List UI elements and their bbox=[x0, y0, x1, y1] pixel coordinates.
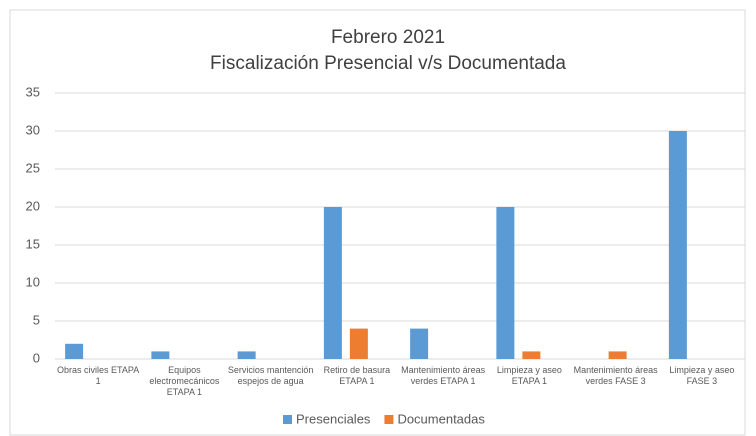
x-tick-label: Servicios mantención espejos de agua bbox=[227, 365, 314, 386]
y-tick-label: 35 bbox=[26, 84, 40, 99]
x-tick-label: Mantenimiento áreas verdes FASE 3 bbox=[573, 365, 658, 386]
legend-label: Documentadas bbox=[397, 411, 485, 426]
y-tick-label: 25 bbox=[26, 160, 40, 175]
legend-swatch bbox=[283, 415, 292, 424]
chart-subtitle: Fiscalización Presencial v/s Documentada bbox=[210, 53, 566, 74]
x-tick-label: Equipos electromecánicos ETAPA 1 bbox=[149, 365, 220, 397]
y-tick-label: 0 bbox=[33, 350, 40, 365]
bar bbox=[151, 351, 170, 359]
y-tick-label: 10 bbox=[26, 274, 40, 289]
bar bbox=[65, 343, 84, 359]
x-tick-label: Retiro de basura ETAPA 1 bbox=[323, 365, 391, 386]
bar bbox=[608, 351, 627, 359]
bar bbox=[237, 351, 256, 359]
y-tick-label: 15 bbox=[26, 236, 40, 251]
bar bbox=[496, 207, 515, 359]
y-tick-label: 5 bbox=[33, 312, 40, 327]
x-tick-label: Limpieza y aseo FASE 3 bbox=[669, 365, 735, 386]
y-tick-label: 30 bbox=[26, 122, 40, 137]
x-tick-label: Obras civiles ETAPA 1 bbox=[57, 365, 140, 386]
legend-swatch bbox=[384, 415, 394, 424]
bar bbox=[410, 328, 429, 359]
bar bbox=[668, 131, 687, 359]
bar bbox=[349, 328, 368, 359]
chart-title: Febrero 2021 bbox=[331, 27, 445, 48]
bar bbox=[323, 207, 342, 359]
x-tick-label: Limpieza y aseo ETAPA 1 bbox=[496, 365, 562, 386]
chart-border bbox=[9, 9, 746, 436]
x-tick-label: Mantenimiento áreas verdes ETAPA 1 bbox=[401, 365, 486, 386]
legend-label: Presenciales bbox=[296, 411, 371, 426]
bar bbox=[522, 351, 541, 359]
y-tick-label: 20 bbox=[26, 198, 40, 213]
